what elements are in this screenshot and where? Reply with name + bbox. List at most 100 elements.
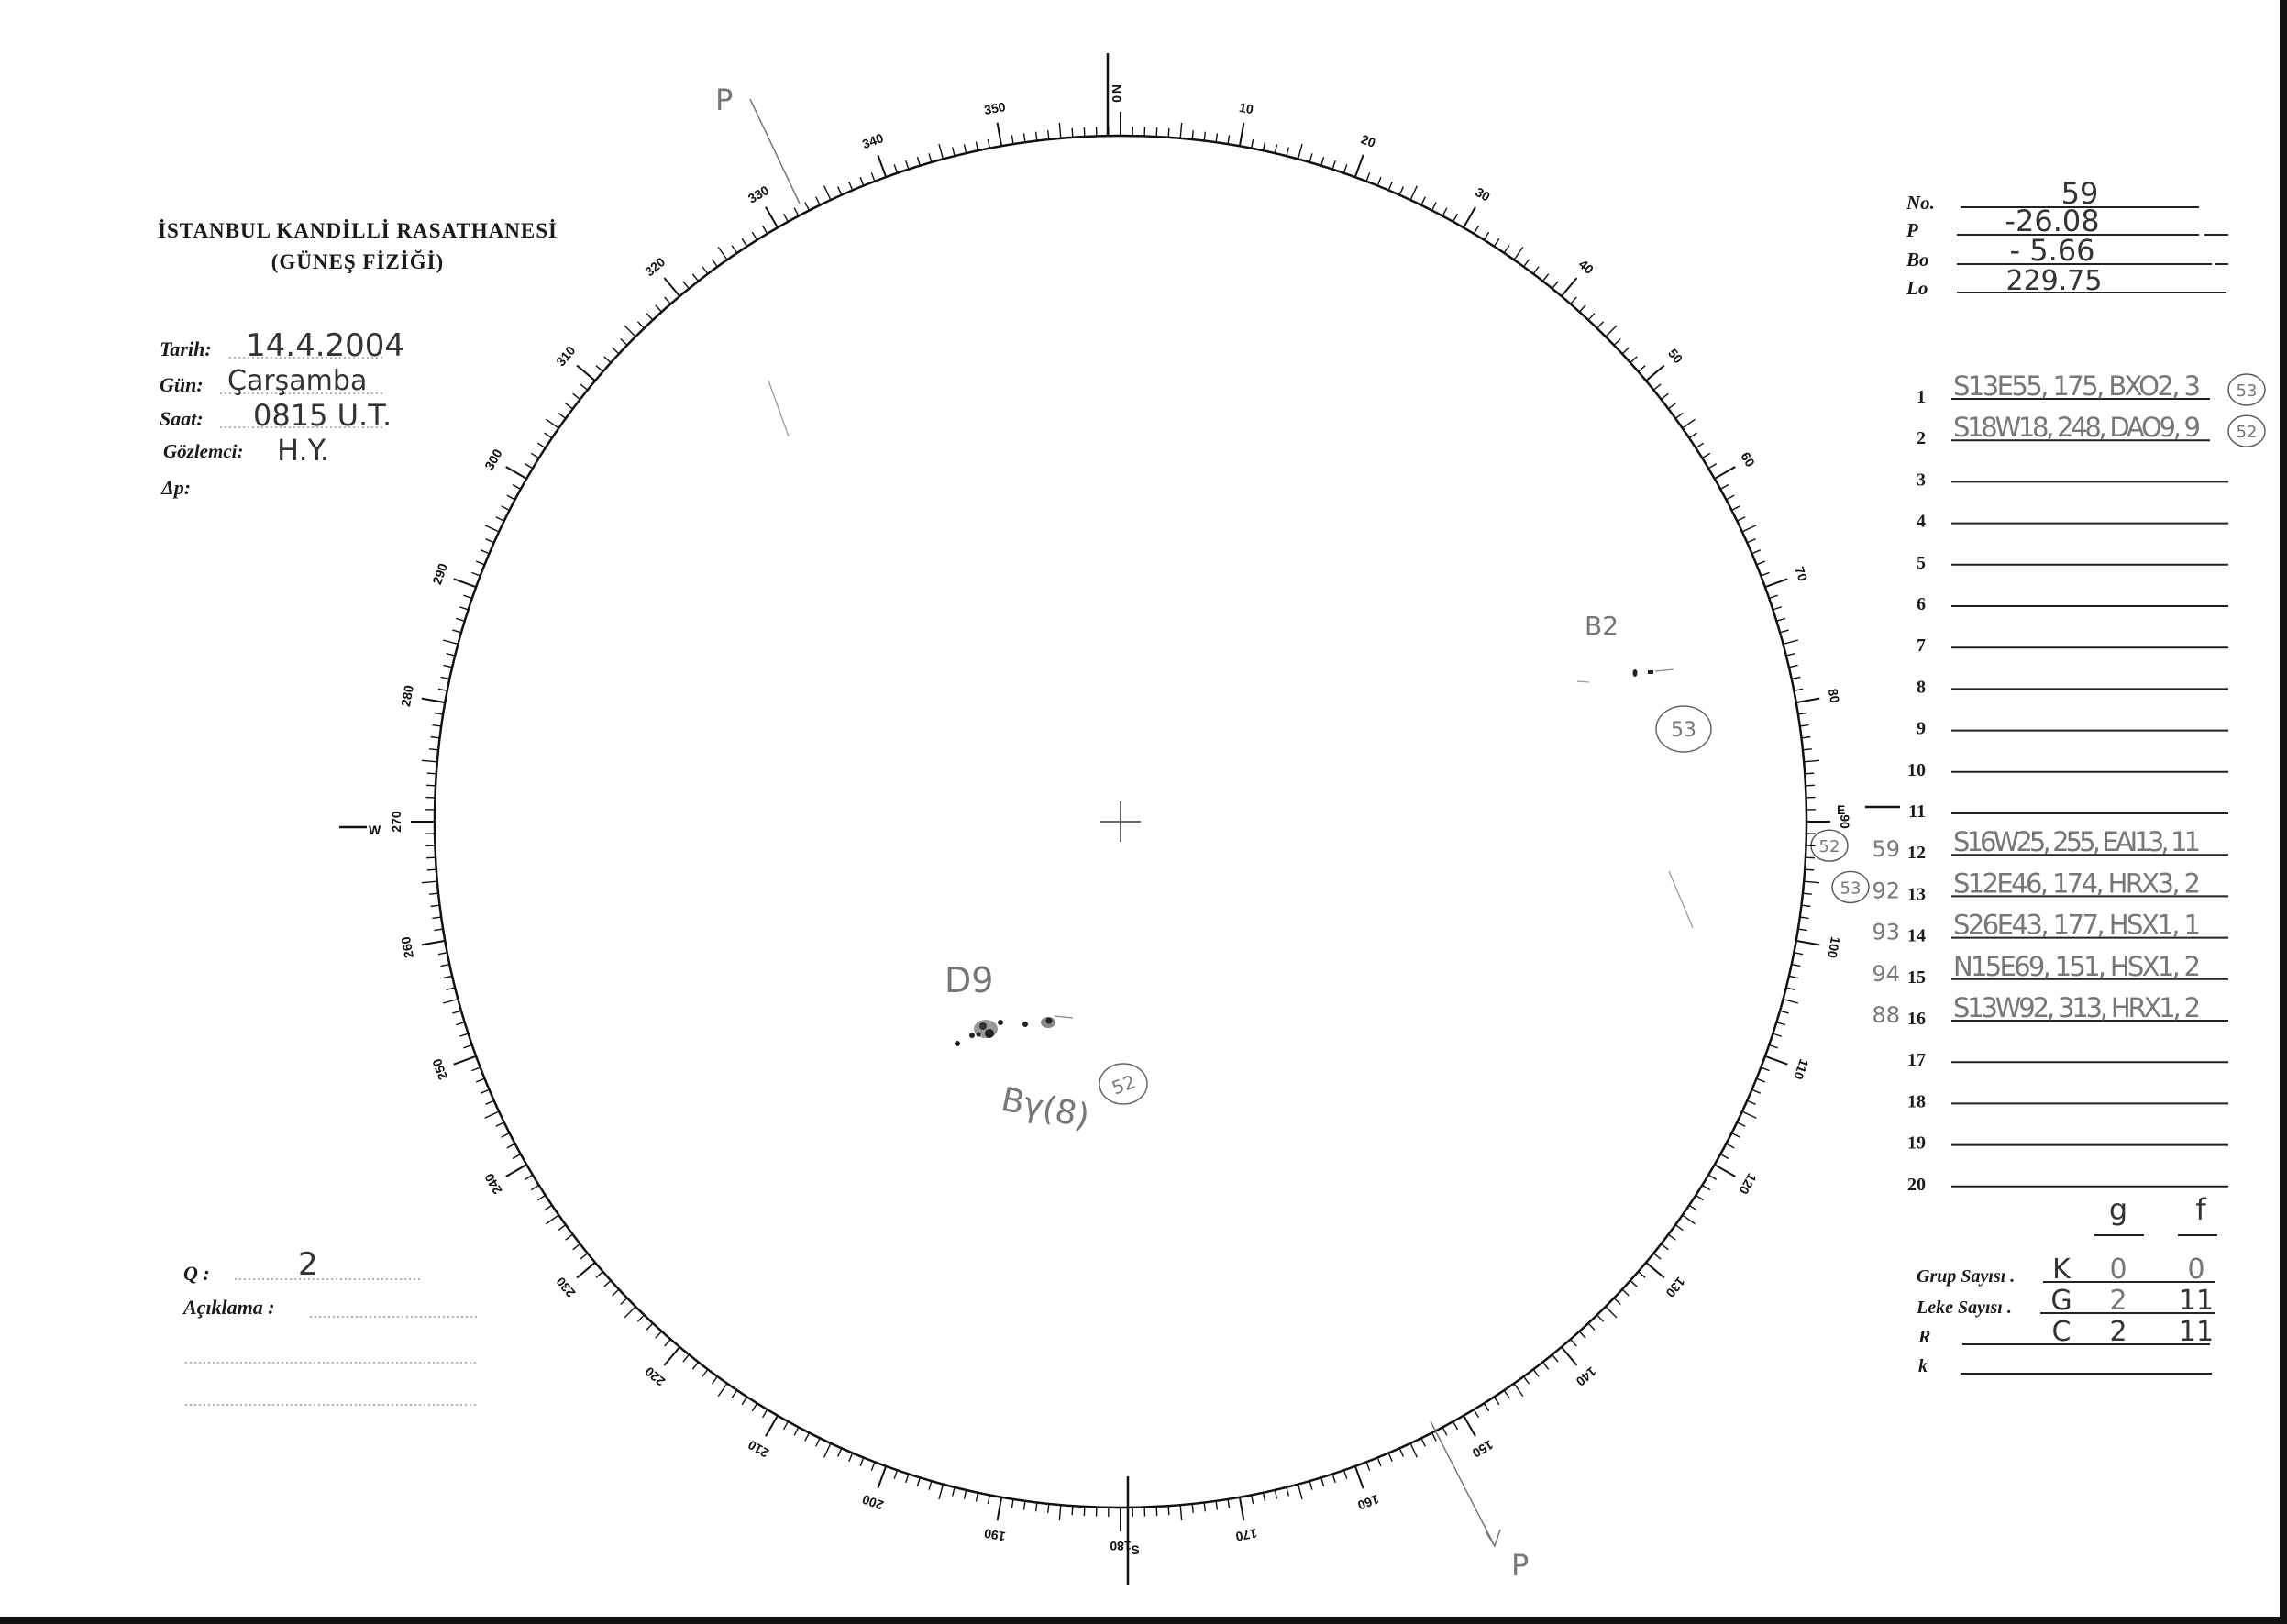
lo-value[interactable]: 229.75 <box>2006 265 2103 297</box>
dial-tick <box>1756 1077 1766 1083</box>
group-count-f[interactable]: 0 <box>2187 1254 2204 1286</box>
dial-label: 140 <box>1574 1364 1599 1389</box>
group-count-g[interactable]: 0 <box>2109 1254 2127 1286</box>
dial-tick <box>1011 135 1014 145</box>
q-value[interactable]: 2 <box>298 1246 318 1283</box>
group-count-k[interactable]: K <box>2052 1254 2072 1286</box>
dial-tick <box>1714 466 1736 480</box>
dial-tick <box>1719 483 1729 490</box>
dial-tick <box>1719 1154 1729 1160</box>
dial-tick <box>793 1427 800 1436</box>
dial-tick <box>1751 1088 1762 1094</box>
row-entry[interactable]: N15E69, 151, HSX1, 2 <box>1953 951 2201 982</box>
south-label: S <box>1131 1542 1139 1557</box>
col-f-header: f <box>2195 1192 2206 1227</box>
dial-tick <box>1802 892 1812 895</box>
dial-tick <box>1731 505 1740 512</box>
dial-tick <box>1645 1262 1665 1279</box>
dial-tick <box>421 697 446 704</box>
dial-tick <box>1342 1470 1348 1479</box>
dial-tick <box>1179 122 1183 138</box>
dial-tick <box>762 1409 768 1419</box>
row-entry[interactable]: S26E43, 177, HSX1, 1 <box>1953 910 2201 941</box>
dial-tick <box>1570 296 1577 304</box>
sunspot <box>969 1033 975 1038</box>
circled-number: 53 <box>2237 381 2258 401</box>
group-row: 10 <box>1907 760 2228 780</box>
sunspot-group-d: D9 Bγ(8) 52 <box>945 960 1148 1136</box>
dial-tick <box>1682 418 1696 429</box>
dial-tick <box>1695 1194 1705 1201</box>
dial-tick <box>1769 1044 1778 1049</box>
row-entry[interactable]: S12E46, 174, HRX3, 2 <box>1953 867 2201 899</box>
west-label: W <box>369 823 381 837</box>
circled-number: 52 <box>1819 837 1840 856</box>
dial-tick <box>1795 939 1820 946</box>
dial-tick <box>741 1396 748 1406</box>
dial-tick <box>823 185 832 201</box>
row-entry[interactable]: S16W25, 255, EAI13, 11 <box>1953 826 2201 857</box>
observer-value[interactable]: H.Y. <box>277 433 329 468</box>
spot-count-f[interactable]: 11 <box>2179 1285 2214 1317</box>
q-label: Q : <box>183 1262 210 1285</box>
dial-label: 300 <box>481 447 505 472</box>
dial-tick <box>731 1389 738 1398</box>
group-row: 13 S12E46, 174, HRX3, 2 53 92 <box>1831 867 2228 904</box>
row-entry[interactable]: S13W92, 313, HRX1, 2 <box>1953 992 2201 1023</box>
dial-tick <box>663 277 680 297</box>
dial-tick <box>793 207 800 216</box>
r-value-g[interactable]: 2 <box>2109 1316 2127 1348</box>
group-row: 5 <box>1917 553 2228 573</box>
dial-tick <box>751 231 758 241</box>
dial-tick <box>558 412 567 419</box>
dial-tick <box>1570 1339 1577 1347</box>
r-value-f[interactable]: 11 <box>2179 1316 2214 1348</box>
dial-label: 0 <box>1110 95 1124 103</box>
dial-tick <box>1756 560 1766 566</box>
dial-tick <box>996 122 1003 147</box>
row-number: 4 <box>1917 512 1926 532</box>
dial-tick <box>426 868 436 871</box>
dial-tick <box>1736 516 1746 522</box>
dial-tick <box>938 143 945 160</box>
p-value[interactable]: -26.08 <box>2005 204 2099 238</box>
dial-tick <box>1011 1498 1014 1508</box>
dial-tick <box>804 202 811 211</box>
dial-tick <box>1587 313 1596 321</box>
dial-tick <box>1630 356 1638 364</box>
dial-tick <box>1605 325 1618 337</box>
dial-tick <box>1376 1457 1382 1467</box>
bo-value[interactable]: - 5.66 <box>2010 233 2095 268</box>
dial-tick <box>1667 1233 1676 1241</box>
institution-subtitle: (GÜNEŞ FİZİĞİ) <box>271 249 444 273</box>
dial-tick <box>1453 213 1459 223</box>
dial-tick <box>1353 154 1364 178</box>
dial-tick <box>1783 639 1799 646</box>
dial-tick <box>437 952 447 956</box>
dial-tick <box>455 617 465 622</box>
dial-tick <box>443 975 453 979</box>
date-value[interactable]: 14.4.2004 <box>246 327 404 364</box>
dial-tick <box>636 1314 645 1322</box>
time-value[interactable]: 0815 U.T. <box>253 398 392 433</box>
dial-tick <box>636 321 645 329</box>
dial-tick <box>951 1486 956 1497</box>
dial-label: 190 <box>983 1526 1007 1544</box>
row-entry[interactable]: S18W18, 248, DAO9, 9 <box>1953 412 2201 443</box>
dial-tick <box>1773 1033 1783 1037</box>
r-value-k[interactable]: C <box>2052 1316 2072 1348</box>
dial-label: 350 <box>983 99 1007 117</box>
dial-tick <box>1674 1224 1684 1232</box>
dial-tick <box>506 494 515 501</box>
dial-tick <box>565 403 574 410</box>
dial-tick <box>1047 1503 1050 1513</box>
dial-tick <box>1409 1442 1418 1458</box>
row-entry[interactable]: S13E55, 175, BXO2, 3 <box>1953 370 2201 402</box>
spot-count-k[interactable]: G <box>2050 1285 2072 1317</box>
dial-tick <box>870 1462 876 1471</box>
row-number: 12 <box>1907 843 1926 863</box>
spot-count-g[interactable]: 2 <box>2109 1285 2127 1317</box>
dial-label: 150 <box>1470 1437 1496 1461</box>
day-value[interactable]: Çarşamba <box>227 365 367 397</box>
no-value[interactable]: 59 <box>2061 176 2099 211</box>
